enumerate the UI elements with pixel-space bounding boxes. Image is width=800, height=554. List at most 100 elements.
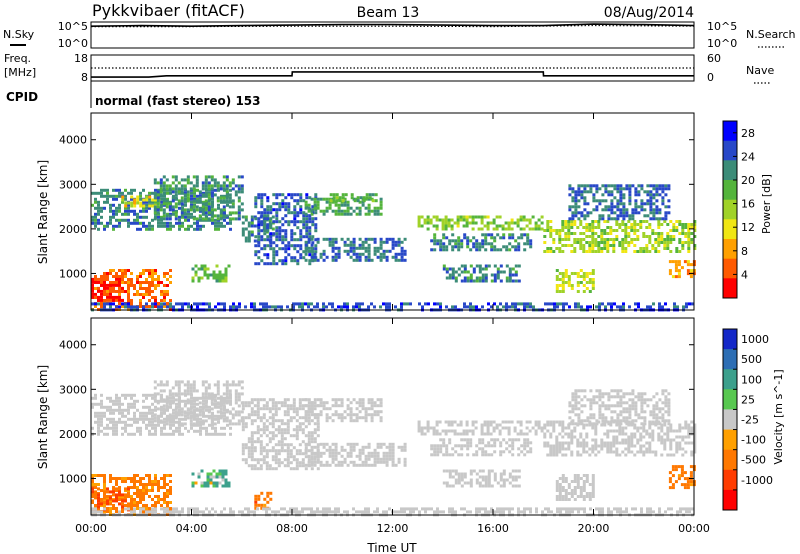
freq-left-tick-top: 18	[74, 52, 88, 65]
time-axis-label: Time UT	[366, 541, 417, 554]
ytick-label-3: 4000	[59, 134, 87, 147]
noise-lines	[90, 23, 695, 28]
power-colorbar-tick-5: 24	[741, 150, 755, 163]
freq-right-tick-bottom: 0	[707, 71, 714, 84]
velocity-ylabel: Slant Range [km]	[36, 365, 50, 469]
scatter-region-17	[668, 260, 696, 279]
colorbar-swatch-6	[723, 449, 737, 471]
colorbar-swatch-7	[723, 469, 737, 491]
scatter-region-8	[304, 442, 407, 467]
cpid-label: CPID	[6, 90, 38, 104]
colorbar-swatch-2	[723, 160, 737, 181]
xtick-label-4: 16:00	[477, 522, 509, 535]
velocity-colorbar-tick-6: -500	[741, 454, 766, 467]
power-xticks	[90, 113, 695, 310]
scatter-region-3	[91, 487, 130, 512]
xtick-label-1: 04:00	[176, 522, 208, 535]
colorbar-swatch-7	[723, 258, 737, 279]
scatter-region-15	[555, 269, 595, 293]
power-colorbar-tick-0: 4	[741, 268, 748, 281]
noise-left-tick-top: 10^5	[58, 20, 88, 33]
colorbar-swatch-5	[723, 219, 737, 240]
colorbar-swatch-2	[723, 369, 737, 390]
noise-series-1	[91, 25, 695, 28]
freq-label-line1: Freq.	[4, 52, 31, 65]
velocity-colorbar-tick-3: 25	[741, 393, 755, 406]
power-colorbar-tick-1: 8	[741, 245, 748, 258]
scatter-region-6	[254, 491, 273, 510]
power-colorbar-tick-3: 16	[741, 198, 755, 211]
velocity-cells	[91, 380, 697, 517]
scatter-region-16	[568, 184, 671, 221]
xtick-label-5: 20:00	[578, 522, 610, 535]
scatter-region-7	[304, 398, 383, 423]
ytick-label-1: 2000	[59, 223, 87, 236]
colorbar-swatch-1	[723, 140, 737, 161]
colorbar-swatch-8	[723, 489, 737, 511]
date-label: 08/Aug/2014	[604, 5, 694, 21]
ytick-label-0: 1000	[59, 472, 87, 485]
scatter-region-9	[329, 193, 378, 203]
frequency-series	[91, 71, 694, 78]
scatter-region-10	[430, 438, 533, 457]
noise-right-tick-top: 10^5	[707, 20, 737, 33]
ytick-label-1: 2000	[59, 428, 87, 441]
power-ylabel: Slant Range [km]	[36, 160, 50, 264]
freq-left-tick-bottom: 8	[81, 71, 88, 84]
velocity-colorbar-tick-5: -100	[741, 434, 766, 447]
frequency-lines	[91, 67, 694, 78]
ytick-label-0: 1000	[59, 267, 87, 280]
colorbar-swatch-3	[723, 180, 737, 201]
power-colorbar: 4 8 12 16 20 24 28	[722, 120, 755, 299]
freq-label-line2: [MHz]	[4, 66, 36, 79]
velocity-colorbar-label: Velocity [m s^-1]	[772, 369, 785, 464]
colorbar-swatch-3	[723, 389, 737, 410]
scatter-region-1	[153, 380, 244, 426]
power-yticks: 1000 2000 3000 4000	[59, 134, 694, 280]
noise-left-tick-bottom: 10^0	[58, 37, 88, 50]
scatter-region-13	[442, 264, 521, 283]
velocity-colorbar: 1000 500 100 25 -25 -100 -500 -1000	[722, 328, 773, 511]
velocity-colorbar-tick-7: -1000	[741, 474, 773, 487]
velocity-colorbar-tick-0: 1000	[741, 333, 769, 346]
scatter-region-1	[121, 195, 161, 208]
power-cells	[91, 175, 697, 312]
colorbar-swatch-5	[723, 429, 737, 451]
scatter-region-4	[191, 469, 231, 488]
cpid-text: normal (fast stereo) 153	[95, 94, 261, 108]
ytick-label-3: 4000	[59, 339, 87, 352]
velocity-colorbar-tick-4: -25	[741, 414, 759, 427]
scatter-region-2	[153, 175, 244, 221]
colorbar-swatch-4	[723, 199, 737, 220]
velocity-colorbar-tick-1: 500	[741, 353, 762, 366]
colorbar-swatch-8	[723, 278, 737, 299]
power-colorbar-tick-6: 28	[741, 127, 755, 140]
scatter-region-14	[543, 220, 697, 253]
xtick-label-2: 08:00	[276, 522, 308, 535]
ytick-label-2: 3000	[59, 383, 87, 396]
xtick-label-0: 00:00	[75, 522, 107, 535]
station-title: Pykkvibaer (fitACF)	[92, 1, 245, 20]
noise-panel-frame	[90, 21, 695, 49]
scatter-region-12	[543, 420, 697, 457]
scatter-region-13	[555, 474, 595, 501]
ytick-label-2: 3000	[59, 178, 87, 191]
velocity-xticks: 00:00 04:00 08:00 12:00 16:00 20:00 00:00	[75, 318, 710, 535]
power-panel: 1000 2000 3000 4000 Slant Range [km] 4 8 12 16…	[36, 112, 773, 312]
power-colorbar-tick-4: 20	[741, 174, 755, 187]
colorbar-swatch-4	[723, 409, 737, 430]
scatter-region-14	[568, 389, 671, 426]
nsearch-label: N.Search	[746, 28, 796, 41]
frequency-panel: Freq. [MHz] 18 8 60 0 Nave	[4, 52, 774, 84]
colorbar-swatch-0	[723, 121, 737, 142]
colorbar-swatch-0	[723, 329, 737, 350]
scatter-region-5	[191, 264, 231, 283]
scatter-region-15	[668, 465, 696, 490]
scatter-region-11	[417, 215, 544, 231]
velocity-yticks: 1000 2000 3000 4000	[59, 339, 694, 485]
scatter-region-9	[417, 420, 544, 436]
freq-right-tick-top: 60	[707, 52, 721, 65]
noise-panel: N.Sky 10^5 10^0 10^5 10^0 N.Search	[3, 20, 796, 50]
colorbar-swatch-1	[723, 349, 737, 370]
power-colorbar-tick-2: 12	[741, 221, 755, 234]
